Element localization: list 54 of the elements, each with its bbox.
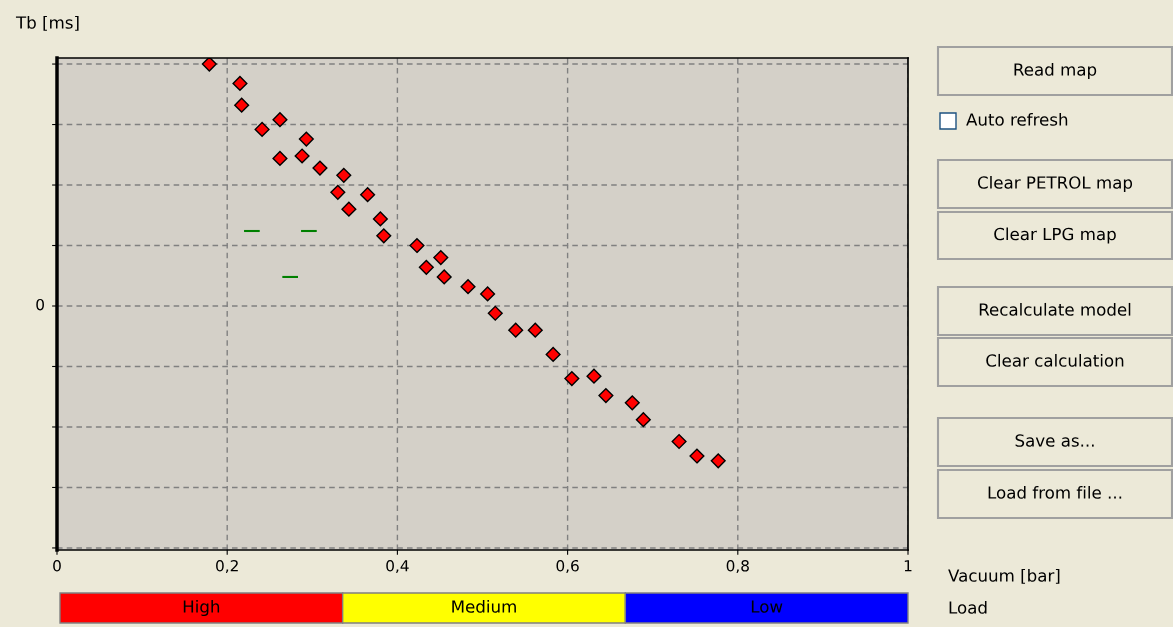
point [341, 201, 357, 217]
x-axis-title: Vacuum [bar] [948, 568, 1060, 584]
point [527, 322, 543, 338]
point [298, 131, 314, 147]
point [689, 448, 705, 464]
point [433, 250, 449, 266]
text: Load [949, 600, 987, 614]
x-tick-label: 0,8 [726, 559, 749, 574]
point [376, 228, 392, 244]
point [312, 160, 328, 176]
point [232, 75, 248, 91]
point [294, 148, 310, 164]
text: Read map [1014, 62, 1097, 80]
x-tick-label: 0,6 [556, 559, 579, 574]
point [201, 58, 217, 72]
category-label: Low [751, 600, 783, 613]
point [635, 412, 651, 428]
x-tick-label: 1 [904, 560, 912, 572]
text: Clear calculation [986, 353, 1124, 367]
point [372, 211, 388, 227]
point [409, 237, 425, 254]
point [436, 269, 452, 285]
text: Auto refresh [966, 112, 1068, 126]
text: Recalculate model [979, 302, 1131, 316]
text: Save as... [1015, 434, 1094, 447]
point [330, 184, 346, 200]
point [545, 346, 561, 362]
point [586, 368, 602, 384]
y-axis-title: Tb [ms] [15, 15, 79, 31]
point [336, 167, 352, 183]
text: Clear LPG map [994, 227, 1116, 244]
point [487, 305, 503, 321]
text: 0 [36, 298, 44, 311]
point [418, 259, 434, 275]
text: Clear PETROL map [977, 175, 1133, 193]
text: Load from file ... [988, 485, 1122, 499]
point [624, 395, 640, 411]
point [671, 433, 687, 450]
point [508, 322, 524, 338]
category-label: Medium [452, 599, 516, 613]
point [710, 453, 726, 469]
point [598, 387, 614, 404]
point [272, 150, 288, 166]
point [480, 286, 496, 302]
point [254, 121, 270, 137]
point [564, 371, 580, 387]
point [234, 97, 250, 113]
x-tick-label: 0,2 [216, 559, 238, 574]
point [460, 279, 476, 295]
x-tick-label: 0 [53, 559, 61, 572]
point [360, 187, 376, 203]
point [272, 112, 288, 128]
category-label: High [183, 599, 220, 617]
x-tick-label: 0,4 [386, 559, 409, 574]
